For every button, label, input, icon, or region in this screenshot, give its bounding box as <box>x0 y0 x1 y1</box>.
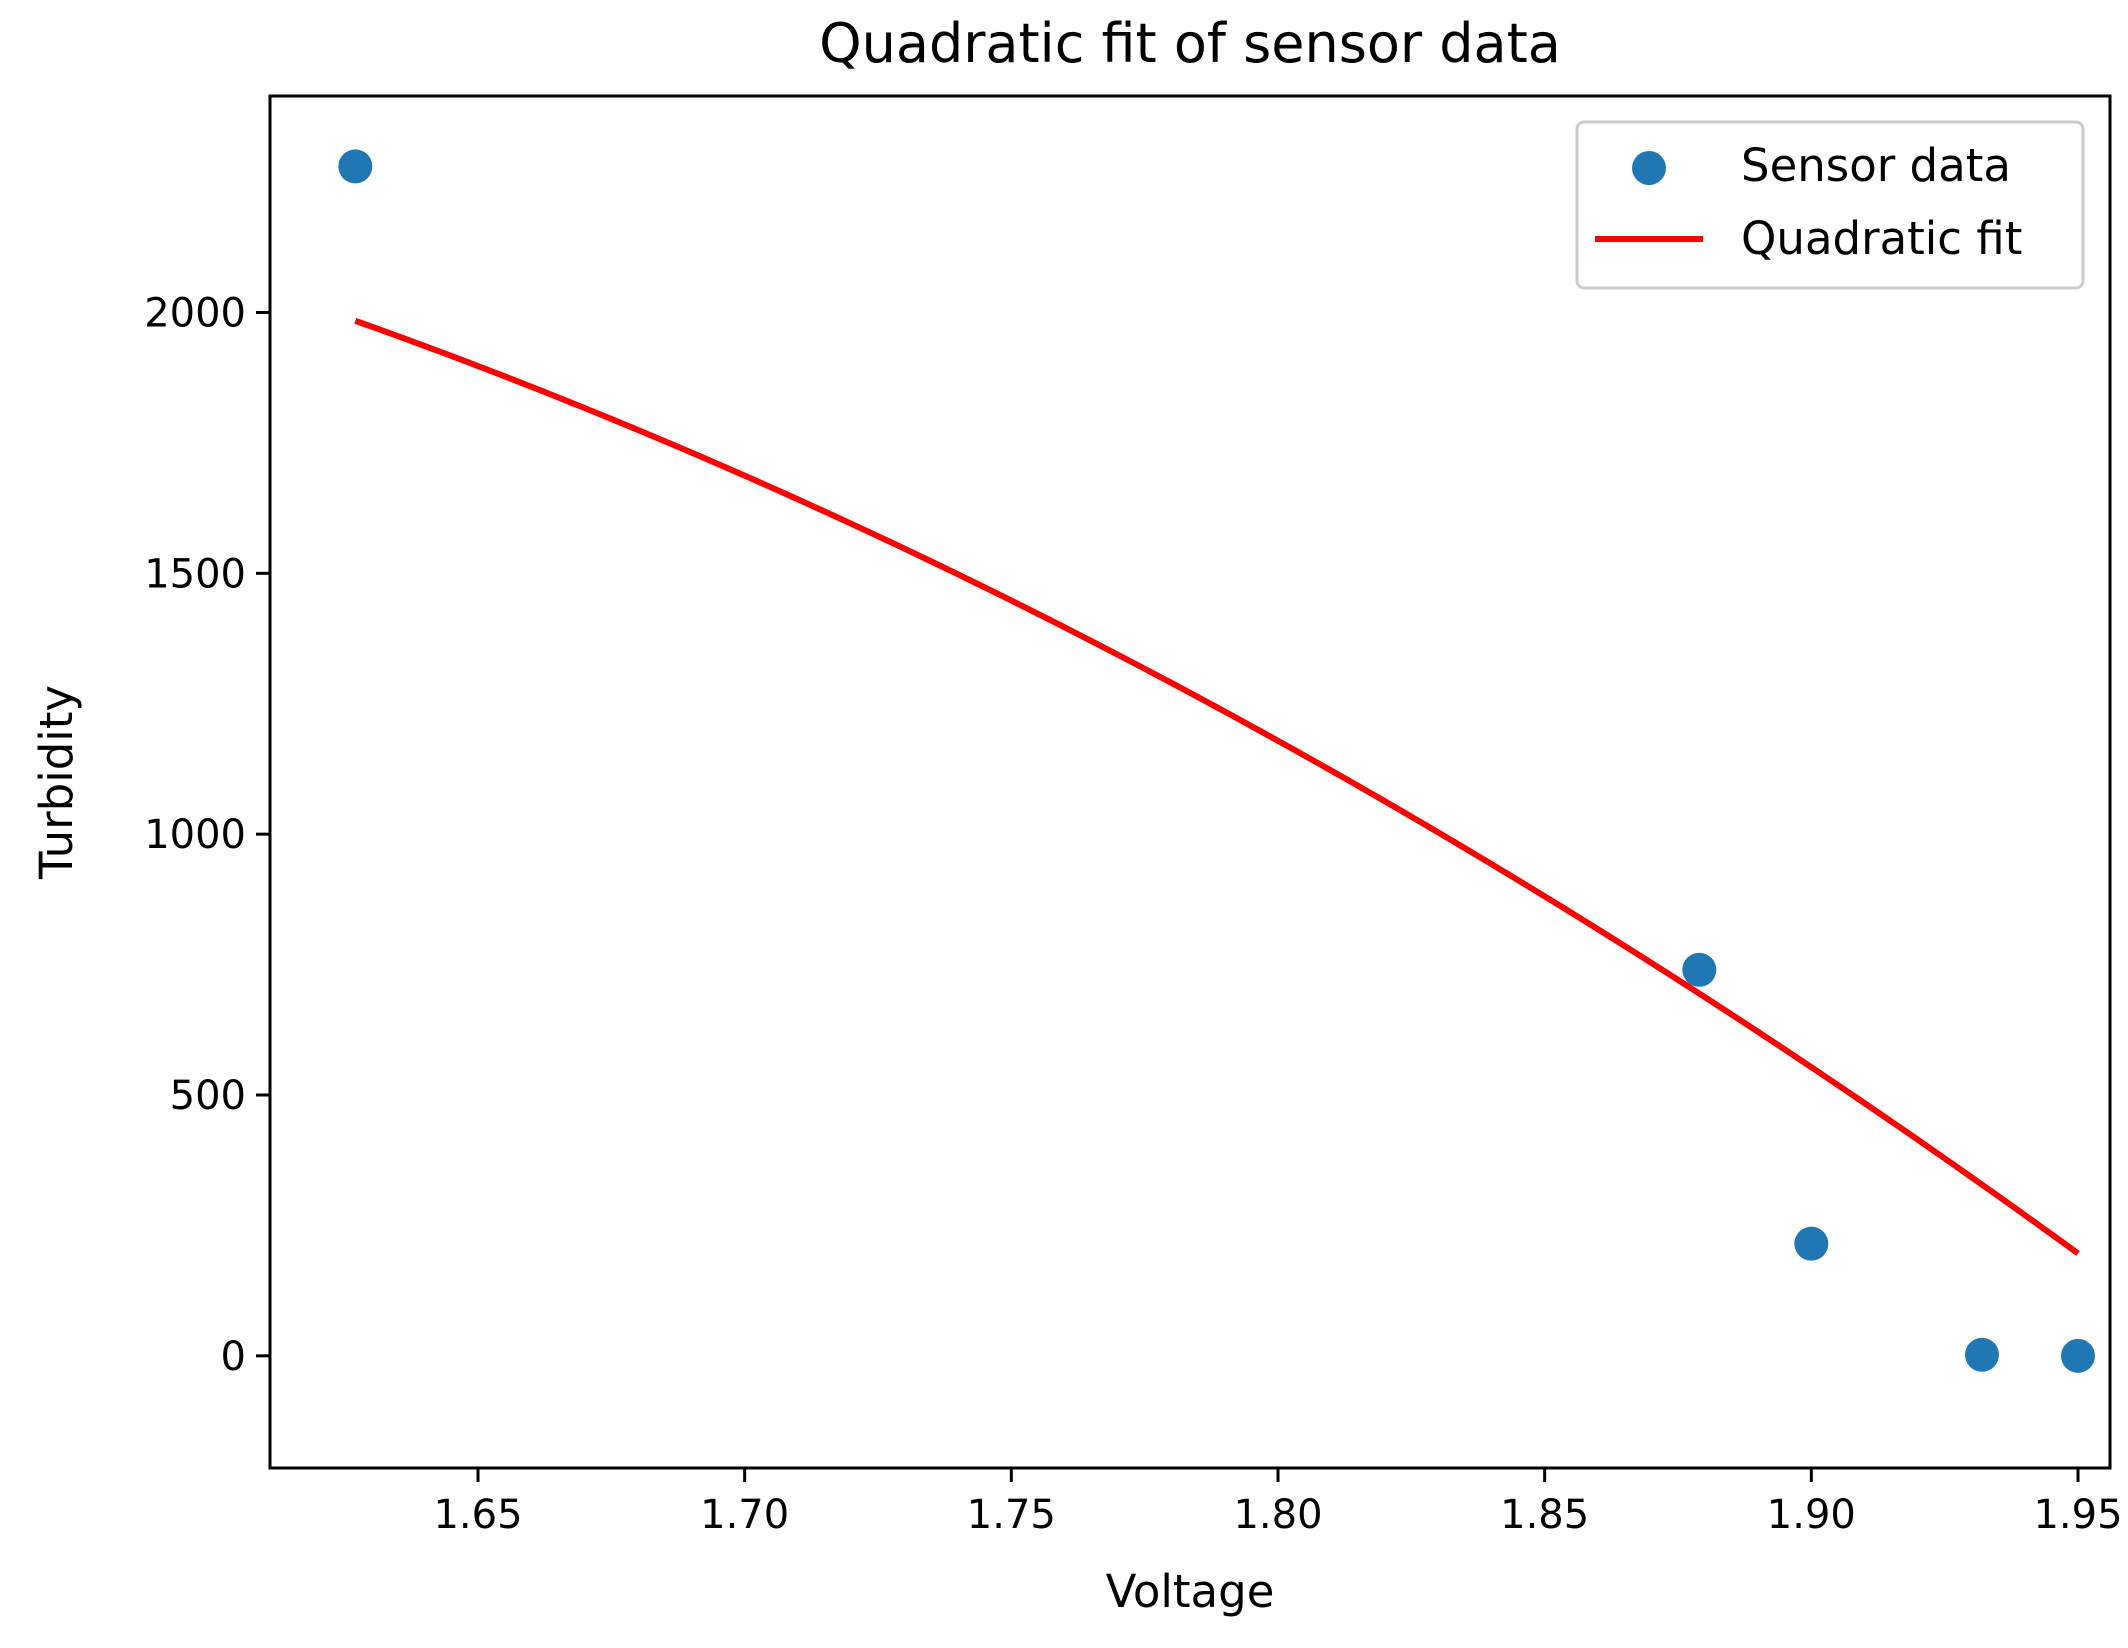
axes-frame <box>268 94 2112 1470</box>
y-tick-label: 1500 <box>144 551 246 597</box>
data-point <box>1965 1337 1999 1372</box>
axes: 1.65 1.70 1.75 1.80 1.85 1.90 1.95 0 500 1000 1500… <box>144 94 2123 1538</box>
x-tick-label: 1.65 <box>433 1492 522 1538</box>
x-tick-label: 1.85 <box>1500 1492 1589 1538</box>
y-tick-label: 0 <box>221 1334 246 1380</box>
legend-frame <box>1575 120 2085 290</box>
y-tick-label: 500 <box>170 1073 246 1119</box>
chart-title: Quadratic fit of sensor data <box>819 12 1561 75</box>
x-tick-label: 1.80 <box>1233 1492 1322 1538</box>
data-point <box>1794 1226 1829 1261</box>
y-axis-title: Turbidity <box>30 685 83 880</box>
legend-label-quadratic-fit: Quadratic fit <box>1741 212 2022 265</box>
x-tick-label: 1.75 <box>967 1492 1056 1538</box>
data-point <box>1682 952 1717 987</box>
legend-label-sensor-data: Sensor data <box>1741 139 2011 192</box>
data-point <box>338 149 373 184</box>
x-tick-label: 1.70 <box>700 1492 789 1538</box>
legend: Sensor data Quadratic fit <box>1575 120 2085 290</box>
x-axis-title: Voltage <box>1106 1565 1275 1618</box>
x-tick-label: 1.90 <box>1767 1492 1856 1538</box>
y-tick-label: 1000 <box>144 812 246 858</box>
plot-area <box>338 149 2095 1373</box>
fit-line <box>354 317 2080 1256</box>
y-tick-label: 2000 <box>144 290 246 336</box>
x-tick-label: 1.95 <box>2033 1492 2122 1538</box>
legend-marker-sensor-data <box>1632 151 1666 185</box>
data-point <box>2061 1338 2095 1373</box>
